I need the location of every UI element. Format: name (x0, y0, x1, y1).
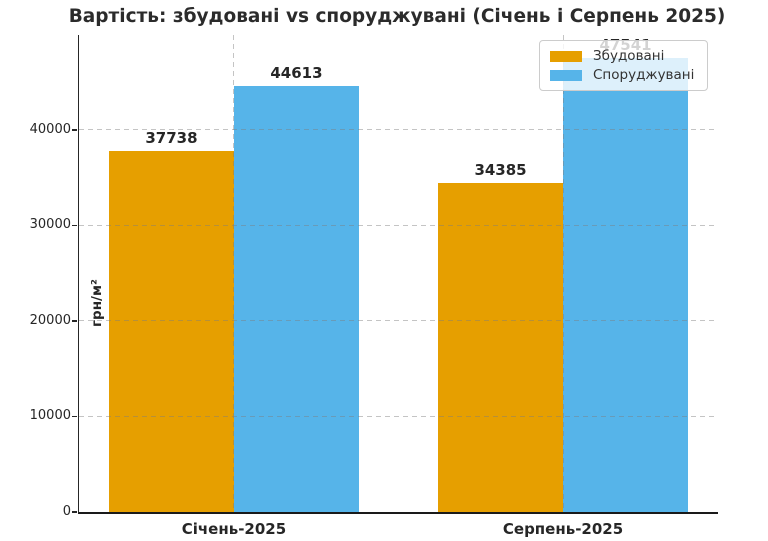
bar-built (438, 183, 564, 512)
y-tick-mark (72, 224, 77, 227)
h-gridline (79, 224, 718, 226)
y-tick-mark (72, 511, 77, 513)
x-tick-label: Серпень-2025 (502, 520, 624, 538)
y-tick-mark (72, 320, 77, 322)
legend-label: Збудовані (593, 48, 665, 64)
legend-swatch-icon (550, 69, 582, 81)
v-gridline (562, 35, 564, 512)
y-tick-label: 40000 (29, 121, 71, 137)
y-tick-label: 30000 (29, 217, 71, 233)
legend-item: Збудовані (550, 47, 697, 65)
y-tick-label: 20000 (29, 312, 71, 328)
x-tick-label: Січень-2025 (181, 520, 287, 538)
h-gridline (79, 129, 718, 131)
y-tick-mark (72, 129, 77, 131)
legend: Збудовані Споруджувані (539, 40, 708, 91)
plot-area: грн/м² 0 10000 20000 30000 40000 Січень-2025 С… (30, 35, 718, 538)
h-gridline (79, 320, 718, 322)
bar-built (108, 151, 234, 512)
bar-under-construction (563, 57, 689, 512)
legend-label: Споруджувані (593, 67, 695, 83)
v-gridline (233, 35, 235, 512)
h-gridline (79, 415, 718, 417)
bar-value-label: 37738 (145, 129, 198, 148)
bar-under-construction (233, 85, 359, 512)
bar-value-label: 44613 (270, 63, 323, 82)
legend-swatch-icon (550, 50, 582, 62)
bar-value-label: 34385 (474, 161, 527, 180)
y-tick-mark (72, 415, 77, 418)
legend-item: Споруджувані (550, 66, 697, 84)
y-tick-label: 10000 (29, 408, 71, 424)
chart-title: Вартість: збудовані vs споруджувані (Січ… (68, 6, 726, 27)
y-tick-label: 0 (62, 504, 71, 519)
